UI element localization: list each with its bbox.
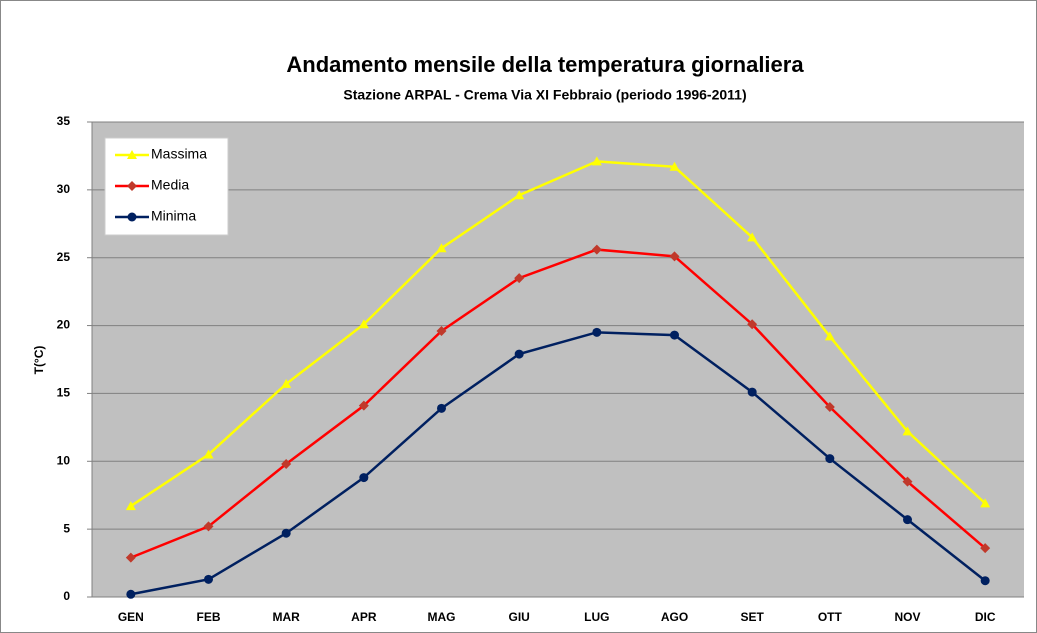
marker bbox=[825, 454, 835, 464]
marker bbox=[980, 543, 991, 554]
series-line bbox=[130, 248, 986, 559]
marker bbox=[203, 449, 214, 459]
marker bbox=[591, 156, 602, 166]
y-tick-label: 35 bbox=[57, 114, 71, 128]
marker bbox=[824, 331, 835, 341]
x-tick-label: MAG bbox=[428, 610, 456, 624]
marker bbox=[902, 426, 913, 436]
marker bbox=[514, 349, 524, 359]
marker bbox=[747, 319, 758, 330]
y-tick-label: 10 bbox=[57, 453, 71, 467]
y-tick-label: 15 bbox=[57, 386, 71, 400]
plot-background bbox=[92, 122, 1024, 597]
marker bbox=[204, 574, 213, 584]
marker bbox=[127, 150, 137, 159]
marker bbox=[747, 232, 758, 242]
chart-subtitle: Stazione ARPAL - Crema Via XI Febbraio (… bbox=[343, 87, 746, 103]
marker bbox=[903, 515, 912, 525]
x-tick-label: DIC bbox=[975, 610, 996, 624]
marker bbox=[358, 319, 369, 329]
marker bbox=[824, 402, 835, 412]
marker bbox=[669, 251, 680, 262]
x-tick-label: LUG bbox=[584, 610, 609, 624]
chart-title: Andamento mensile della temperatura gior… bbox=[286, 52, 804, 77]
x-tick-label: SET bbox=[740, 610, 764, 624]
marker bbox=[436, 326, 447, 336]
y-tick-label: 30 bbox=[57, 182, 71, 196]
y-axis-label: T(°C) bbox=[32, 346, 46, 375]
marker bbox=[127, 181, 137, 191]
marker bbox=[980, 498, 991, 508]
marker bbox=[747, 387, 757, 397]
marker bbox=[436, 243, 447, 253]
x-tick-label: GIU bbox=[508, 610, 529, 624]
series-line bbox=[130, 160, 987, 508]
marker bbox=[281, 528, 291, 538]
plot-area bbox=[92, 121, 1024, 599]
x-tick-label: MAR bbox=[273, 610, 301, 624]
y-tick-label: 20 bbox=[57, 318, 71, 332]
marker bbox=[281, 378, 292, 388]
marker bbox=[902, 476, 913, 487]
x-tick-label: APR bbox=[351, 610, 377, 624]
marker bbox=[514, 190, 525, 200]
marker bbox=[359, 473, 369, 483]
y-tick-label: 25 bbox=[57, 250, 71, 264]
legend-label: Media bbox=[151, 177, 189, 193]
marker bbox=[669, 161, 680, 171]
series-line bbox=[130, 331, 986, 596]
x-tick-label: NOV bbox=[894, 610, 920, 624]
marker bbox=[358, 400, 369, 411]
y-tick-label: 5 bbox=[63, 521, 70, 535]
y-tick-label: 0 bbox=[63, 589, 70, 603]
marker bbox=[437, 403, 446, 413]
marker bbox=[127, 212, 137, 222]
marker bbox=[592, 327, 602, 337]
x-tick-label: AGO bbox=[661, 610, 688, 624]
legend-label: Minima bbox=[151, 208, 196, 224]
x-tick-label: FEB bbox=[197, 610, 221, 624]
legend-label: Massima bbox=[151, 146, 207, 162]
marker bbox=[281, 459, 292, 469]
marker bbox=[125, 501, 136, 511]
marker bbox=[125, 552, 136, 563]
marker bbox=[980, 576, 990, 586]
marker bbox=[514, 273, 525, 284]
marker bbox=[203, 521, 214, 532]
marker bbox=[670, 330, 679, 340]
marker bbox=[591, 244, 602, 255]
x-tick-label: OTT bbox=[818, 610, 843, 624]
x-tick-label: GEN bbox=[118, 610, 144, 624]
marker bbox=[126, 589, 136, 599]
